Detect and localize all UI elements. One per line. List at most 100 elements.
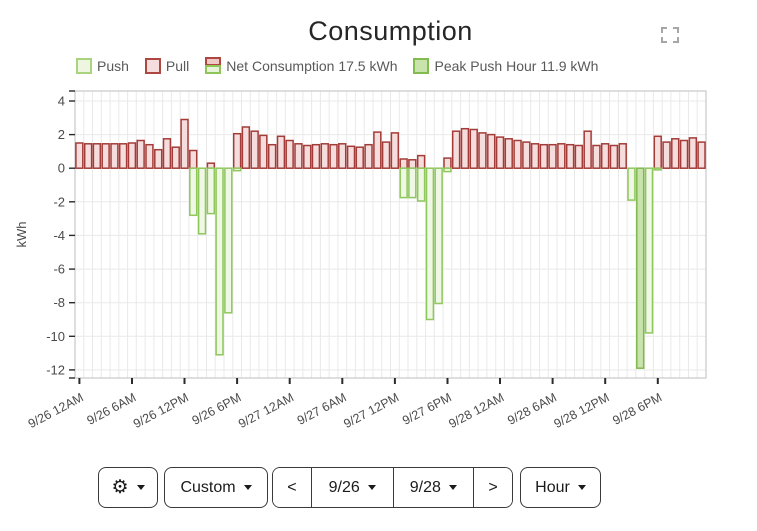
pull-bar (373, 131, 382, 169)
pull-bar (110, 143, 119, 169)
legend-item-net-consumption[interactable]: Net Consumption 17.5 kWh (205, 57, 397, 74)
interval-label: Hour (535, 478, 570, 496)
pull-bar (688, 137, 698, 169)
fullscreen-corner (673, 27, 679, 33)
push-bar (232, 167, 242, 172)
push-bar (189, 167, 198, 217)
range-mode-button[interactable]: Custom (164, 467, 268, 508)
y-axis-label: kWh (14, 222, 29, 248)
pull-bar (145, 143, 154, 169)
pull-bar (92, 143, 102, 169)
pull-bar (530, 143, 540, 169)
pull-bar (320, 143, 329, 169)
push-bar (416, 167, 426, 202)
svg-text:0: 0 (58, 161, 65, 176)
pull-bar (276, 135, 286, 169)
pull-bar (495, 136, 505, 169)
chevron-down-icon (448, 485, 457, 490)
pull-bar (232, 132, 242, 169)
pull-bar (653, 135, 662, 169)
end-date-label: 9/28 (409, 478, 441, 496)
svg-text:-2: -2 (53, 194, 65, 209)
pull-bar (259, 134, 268, 169)
pull-bar (83, 143, 93, 169)
chart-legend: Push Pull Net Consumption 17.5 kWh Peak … (76, 57, 598, 74)
svg-text:9/27 6AM: 9/27 6AM (295, 390, 349, 427)
page-title: Consumption (308, 16, 473, 46)
pull-bar (469, 128, 478, 169)
fullscreen-icon[interactable] (661, 27, 679, 43)
push-bar (197, 167, 207, 235)
legend-label: Net Consumption 17.5 kWh (226, 57, 398, 74)
legend-label: Peak Push Hour 11.9 kWh (434, 57, 599, 74)
svg-text:9/26 12AM: 9/26 12AM (26, 390, 86, 431)
svg-text:-10: -10 (46, 329, 65, 344)
pull-bar (679, 139, 689, 169)
date-range-group: < 9/26 9/28 > (272, 467, 513, 508)
svg-text:9/28 12PM: 9/28 12PM (552, 390, 612, 431)
pull-bar (487, 133, 496, 169)
push-bar (408, 167, 417, 199)
interval-button[interactable]: Hour (520, 467, 601, 508)
pull-bar (250, 130, 259, 169)
pull-bar (189, 149, 198, 169)
chevron-down-icon (243, 485, 252, 490)
end-date-button[interactable]: 9/28 (392, 468, 474, 507)
push-bar (425, 167, 435, 321)
start-date-label: 9/26 (328, 478, 360, 496)
push-bar (443, 167, 452, 173)
legend-label: Pull (165, 57, 190, 74)
grid (74, 90, 707, 379)
pull-bar (600, 143, 610, 169)
peak-push-bar (636, 167, 645, 369)
legend-item-peak-push-hour[interactable]: Peak Push Hour 11.9 kWh (413, 57, 599, 74)
push-bar (434, 167, 443, 305)
net-consumption-swatch-icon (205, 57, 222, 74)
settings-button[interactable]: ⚙ (98, 467, 158, 508)
pull-bar (390, 132, 400, 169)
pull-bar (522, 141, 531, 169)
pull-bar (136, 139, 145, 169)
gear-icon: ⚙ (111, 477, 129, 498)
pull-bar (451, 130, 461, 169)
push-bar (644, 167, 654, 334)
pull-bar (311, 143, 321, 169)
svg-text:9/28 12AM: 9/28 12AM (446, 390, 506, 431)
svg-text:9/27 6PM: 9/27 6PM (400, 390, 454, 427)
pull-bar (180, 118, 189, 169)
legend-item-pull[interactable]: Pull (144, 57, 190, 74)
pull-bar (609, 144, 619, 169)
pull-bar (583, 130, 592, 169)
svg-text:9/28 6AM: 9/28 6AM (505, 390, 559, 427)
pull-bar (303, 144, 312, 169)
pull-bar (154, 148, 163, 169)
pull-bar (355, 146, 364, 169)
pull-bar (329, 143, 338, 169)
svg-text:-12: -12 (46, 362, 65, 377)
svg-text:9/27 12AM: 9/27 12AM (236, 390, 296, 431)
svg-text:4: 4 (58, 94, 65, 109)
y-axis: 4 2 0 -2 -4 -6 -8 -10 -12 kWh (14, 90, 75, 379)
pull-bar (574, 144, 584, 169)
pull-bar (416, 154, 426, 169)
pull-bar (460, 127, 470, 169)
next-range-button[interactable]: > (473, 468, 512, 507)
pull-bar (539, 143, 549, 169)
svg-text:-8: -8 (53, 295, 65, 310)
legend-item-push[interactable]: Push (76, 57, 129, 74)
fullscreen-corner (661, 37, 667, 43)
push-swatch-icon (76, 57, 92, 74)
pull-bar (671, 138, 680, 169)
pull-bar (285, 139, 294, 169)
pull-bar (294, 143, 303, 169)
chevron-down-icon (136, 485, 145, 490)
chevron-down-icon (367, 485, 376, 490)
push-bar (206, 167, 216, 215)
pull-bar (557, 143, 566, 169)
pull-bar (364, 143, 373, 169)
prev-range-button[interactable]: < (273, 468, 311, 507)
start-date-button[interactable]: 9/26 (310, 468, 393, 507)
push-bar (627, 167, 636, 201)
